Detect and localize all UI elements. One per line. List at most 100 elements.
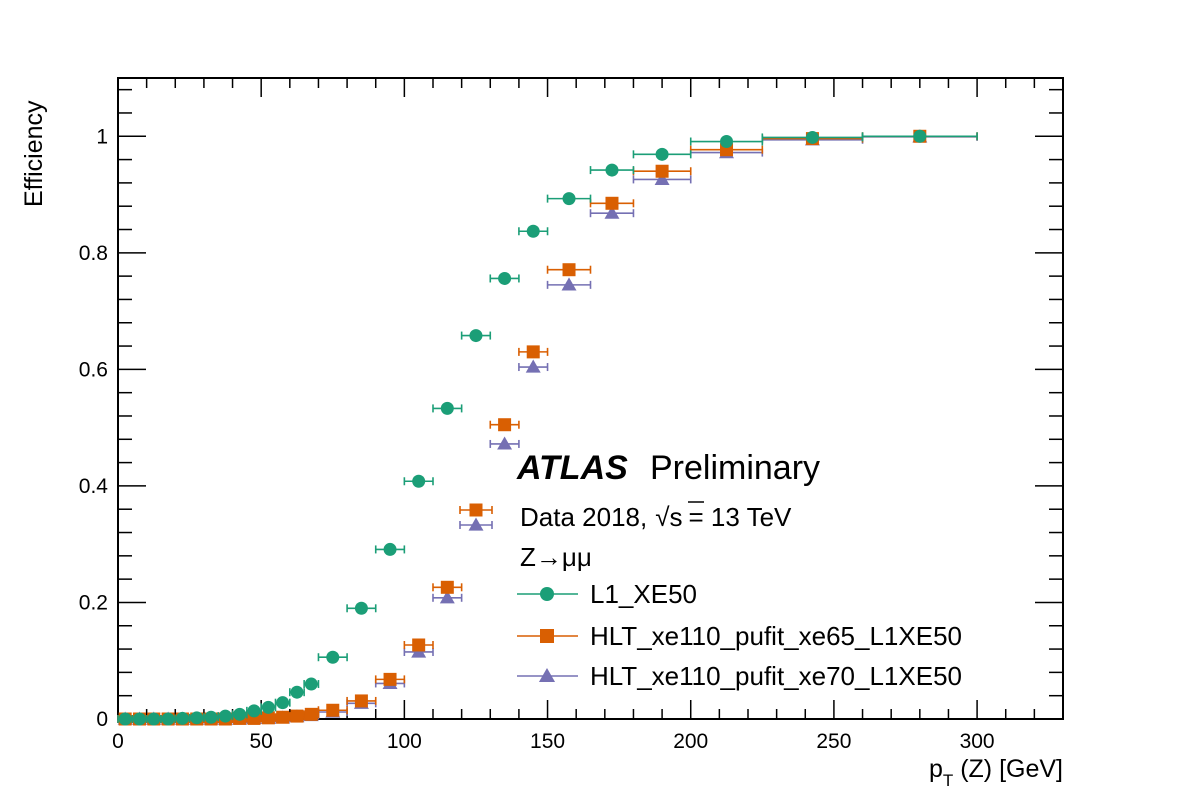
triangle-marker [439,590,455,604]
data-point [518,359,549,373]
square-marker [526,345,540,359]
legend-marker [538,667,556,683]
circle-marker [304,677,318,691]
circle-marker [383,542,397,556]
circle-marker [118,712,132,726]
x-tick-label: 50 [250,730,273,753]
square-marker [605,196,619,210]
x-tick-label: 200 [673,730,708,753]
data-series [117,129,978,726]
data-point [546,263,592,277]
data-point [303,677,320,691]
circle-marker [261,700,275,714]
atlas-label: ATLAS [516,449,628,487]
axis-tick-labels: 0 50 100 150 200 250 300 0 0.2 0.4 0.6 0.8 1 [79,125,995,753]
triangle-marker [654,171,670,186]
square-marker [354,694,368,708]
circle-marker [175,711,189,725]
series-circle [117,129,978,726]
data-point [632,147,692,161]
square-marker [412,638,426,652]
legend-marker [468,517,484,531]
data-point [432,580,463,594]
data-point [260,700,277,714]
x-tick-label: 250 [816,730,851,753]
data-point [489,436,520,450]
square-marker [261,711,275,725]
data-point [317,703,348,717]
circle-marker [147,712,161,726]
data-point [346,601,377,615]
plot-frame [117,77,1064,720]
process-label: Z→μμ [520,542,592,572]
data-point [546,192,592,206]
triangle-marker [525,359,541,373]
legend-marker [540,629,554,643]
data-point [460,329,492,343]
circle-marker [233,707,247,721]
data-info-label: Data 2018, √s = 13 TeV [520,502,792,532]
legend-entry: HLT_xe110_pufit_xe65_L1XE50 [517,621,962,651]
y-tick-label: 0.8 [79,242,108,265]
data-point [489,418,520,432]
data-point [589,196,635,210]
x-tick-label: 300 [960,730,995,753]
square-marker [304,707,318,721]
square-marker [326,703,340,717]
x-axis-title-main: p [929,755,943,783]
triangle-marker [604,205,620,219]
circle-marker [605,163,619,177]
data-year-label: Data 2018, [520,502,647,532]
data-point [403,638,434,652]
circle-marker [412,474,426,488]
circle-marker [326,650,340,664]
data-point [289,685,305,699]
circle-marker [190,711,204,725]
circle-marker [354,601,368,615]
circle-marker [655,147,669,161]
circle-marker [913,129,927,143]
data-point [489,271,520,285]
x-axis-title-sub: T [943,771,953,790]
y-tick-label: 0.4 [79,475,109,498]
data-point [432,401,463,415]
legend-label: HLT_xe110_pufit_xe65_L1XE50 [590,621,962,651]
y-tick-label: 0.6 [79,358,108,381]
x-tick-label: 100 [387,730,422,753]
data-point [589,163,635,177]
circle-marker [562,192,576,206]
data-point [317,650,348,664]
circle-marker [161,712,175,726]
circle-marker [276,696,290,710]
data-point [374,672,406,686]
data-point [432,590,463,604]
y-tick-label: 0 [96,708,108,731]
energy-label: = 13 TeV [689,502,793,532]
legend-entry: L1_XE50 [517,579,697,609]
square-marker [498,418,512,432]
circle-marker [218,709,232,723]
circle-marker [526,224,540,238]
data-point [546,277,592,291]
data-point [303,707,320,721]
legend-label: HLT_xe110_pufit_xe70_L1XE50 [590,661,962,691]
legend-label: L1_XE50 [590,579,697,609]
circle-marker [290,685,304,699]
circle-marker [469,329,483,343]
data-point [518,345,549,359]
y-axis-title: Efficiency [20,100,48,207]
y-tick-label: 0.2 [79,591,108,614]
data-point [589,205,635,219]
x-tick-label: 0 [112,730,124,753]
circle-marker [204,710,218,724]
circle-marker [132,712,146,726]
circle-marker [440,401,454,415]
triangle-marker [497,436,513,450]
data-entry-markers [459,503,493,531]
data-point [761,130,864,144]
data-point [861,129,978,143]
legend: L1_XE50 HLT_xe110_pufit_xe65_L1XE50 HLT_xe… [459,503,962,691]
square-marker [290,709,304,723]
triangle-marker [561,277,577,291]
